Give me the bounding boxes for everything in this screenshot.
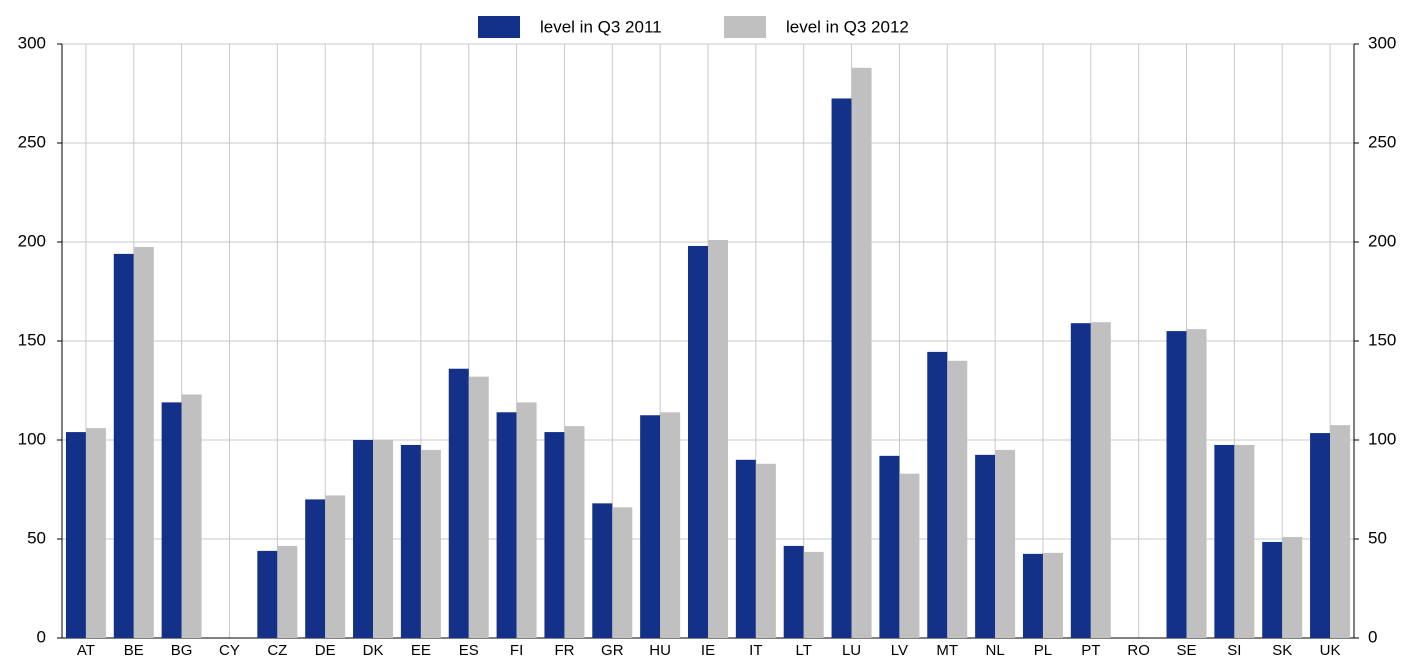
bar [516, 402, 537, 638]
bar [420, 449, 441, 638]
bar [496, 412, 517, 638]
bar [544, 432, 565, 638]
y2-tick-label: 100 [1368, 429, 1396, 448]
bar [612, 507, 633, 638]
y-tick-label: 150 [18, 330, 46, 349]
bar [995, 449, 1016, 638]
bar [277, 545, 298, 638]
y-tick-label: 300 [18, 33, 46, 52]
x-tick-label: BG [171, 642, 193, 659]
bar [660, 412, 681, 638]
y-tick-label: 200 [18, 231, 46, 250]
bar [468, 376, 489, 638]
bar [592, 503, 613, 638]
bar [400, 444, 421, 638]
y2-tick-label: 50 [1368, 528, 1387, 547]
bar [1262, 541, 1283, 638]
y2-tick-label: 250 [1368, 132, 1396, 151]
bar [640, 415, 661, 638]
bar [688, 245, 708, 638]
legend-label: level in Q3 2011 [540, 17, 662, 36]
x-tick-label: PT [1081, 642, 1100, 659]
bar [1090, 322, 1111, 638]
y2-tick-label: 0 [1368, 627, 1377, 646]
bar [803, 551, 824, 638]
bar [257, 550, 278, 638]
x-tick-label: FI [510, 642, 523, 659]
y-tick-label: 100 [18, 429, 46, 448]
x-tick-label: SI [1227, 642, 1241, 659]
x-tick-label: PL [1034, 642, 1052, 659]
y-tick-label: 0 [37, 627, 46, 646]
x-tick-label: GR [601, 642, 624, 659]
bar [947, 360, 968, 638]
legend-swatch [724, 16, 766, 38]
x-tick-label: MT [936, 642, 958, 659]
bar [879, 455, 900, 638]
x-tick-label: SE [1177, 642, 1197, 659]
bar [85, 428, 106, 638]
y2-tick-label: 200 [1368, 231, 1396, 250]
y2-tick-label: 300 [1368, 33, 1396, 52]
bar [1186, 329, 1207, 638]
x-tick-label: LV [891, 642, 908, 659]
bar [783, 545, 804, 638]
bar [1166, 331, 1187, 638]
bar [975, 454, 996, 638]
bar [161, 402, 182, 638]
bar [1234, 444, 1255, 638]
x-tick-label: BE [124, 642, 144, 659]
bar [564, 426, 585, 638]
bar [708, 240, 728, 638]
bar [1022, 553, 1043, 638]
bar [373, 440, 394, 638]
y-tick-label: 250 [18, 132, 46, 151]
bar [448, 368, 469, 638]
x-tick-label: ES [459, 642, 479, 659]
bar [735, 459, 756, 638]
bar [1330, 425, 1351, 638]
x-tick-label: DE [315, 642, 336, 659]
legend-label: level in Q3 2012 [786, 17, 909, 36]
y-tick-label: 50 [27, 528, 46, 547]
bar [353, 440, 374, 638]
y2-tick-label: 150 [1368, 330, 1396, 349]
x-tick-label: AT [77, 642, 95, 659]
bar [1310, 433, 1331, 638]
x-tick-label: EE [411, 642, 431, 659]
x-tick-label: IE [701, 642, 715, 659]
bar [181, 394, 202, 638]
legend-swatch [478, 16, 520, 38]
x-tick-label: UK [1320, 642, 1341, 659]
bar [1214, 444, 1235, 638]
bar [927, 351, 948, 638]
bar [1282, 537, 1303, 638]
x-tick-label: LT [796, 642, 812, 659]
x-tick-label: RO [1127, 642, 1150, 659]
x-tick-label: LU [842, 642, 861, 659]
bar [755, 463, 776, 638]
bar [851, 67, 872, 638]
x-tick-label: NL [986, 642, 1005, 659]
bar [305, 499, 326, 638]
bar [133, 246, 154, 638]
bar [831, 98, 852, 638]
x-tick-label: DK [363, 642, 384, 659]
bar [65, 432, 86, 638]
bar [899, 473, 920, 638]
x-tick-label: SK [1272, 642, 1292, 659]
bar [1042, 552, 1063, 638]
x-tick-label: IT [749, 642, 762, 659]
bar [325, 495, 346, 638]
x-tick-label: CY [219, 642, 240, 659]
x-tick-label: CZ [267, 642, 287, 659]
x-tick-label: FR [554, 642, 574, 659]
x-tick-label: HU [649, 642, 671, 659]
bar [113, 253, 134, 638]
bar [1070, 323, 1091, 638]
